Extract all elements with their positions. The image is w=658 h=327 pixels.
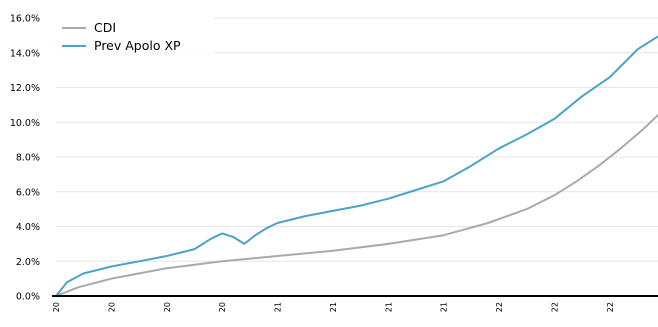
series-line-cdi (55, 113, 658, 297)
legend: CDI Prev Apolo XP (54, 14, 214, 58)
legend-label-prev-apolo-xp: Prev Apolo XP (94, 38, 181, 53)
x-tick-label: 21 (329, 302, 338, 312)
y-tick-label: 8.0% (16, 153, 40, 164)
x-tick-label: 21 (274, 302, 283, 312)
x-tick-label: 22 (495, 302, 504, 312)
x-tick-label: 20 (218, 302, 227, 312)
series-line-prev-apolo-xp (55, 35, 658, 297)
x-tick-label: 22 (550, 302, 559, 312)
x-axis-ticks: 20 20 20 20 21 21 21 21 22 22 22 (52, 302, 615, 312)
y-tick-label: 10.0% (10, 118, 40, 129)
series-lines (55, 35, 658, 297)
y-tick-label: 16.0% (10, 14, 40, 25)
y-tick-label: 0.0% (16, 292, 40, 303)
y-tick-label: 2.0% (16, 257, 40, 268)
legend-box (54, 14, 214, 58)
y-axis-ticks: 0.0% 2.0% 4.0% 6.0% 8.0% 10.0% 12.0% 14.0% 16.0% (10, 14, 40, 303)
x-tick-label: 20 (163, 302, 172, 312)
y-tick-label: 6.0% (16, 187, 40, 198)
x-tick-label: 20 (52, 302, 61, 312)
y-tick-label: 4.0% (16, 222, 40, 233)
y-tick-label: 12.0% (10, 83, 40, 94)
x-tick-label: 22 (606, 302, 615, 312)
x-tick-label: 21 (384, 302, 393, 312)
y-tick-label: 14.0% (10, 48, 40, 59)
x-tick-label: 20 (107, 302, 116, 312)
legend-label-cdi: CDI (94, 20, 116, 35)
x-tick-label: 21 (440, 302, 449, 312)
